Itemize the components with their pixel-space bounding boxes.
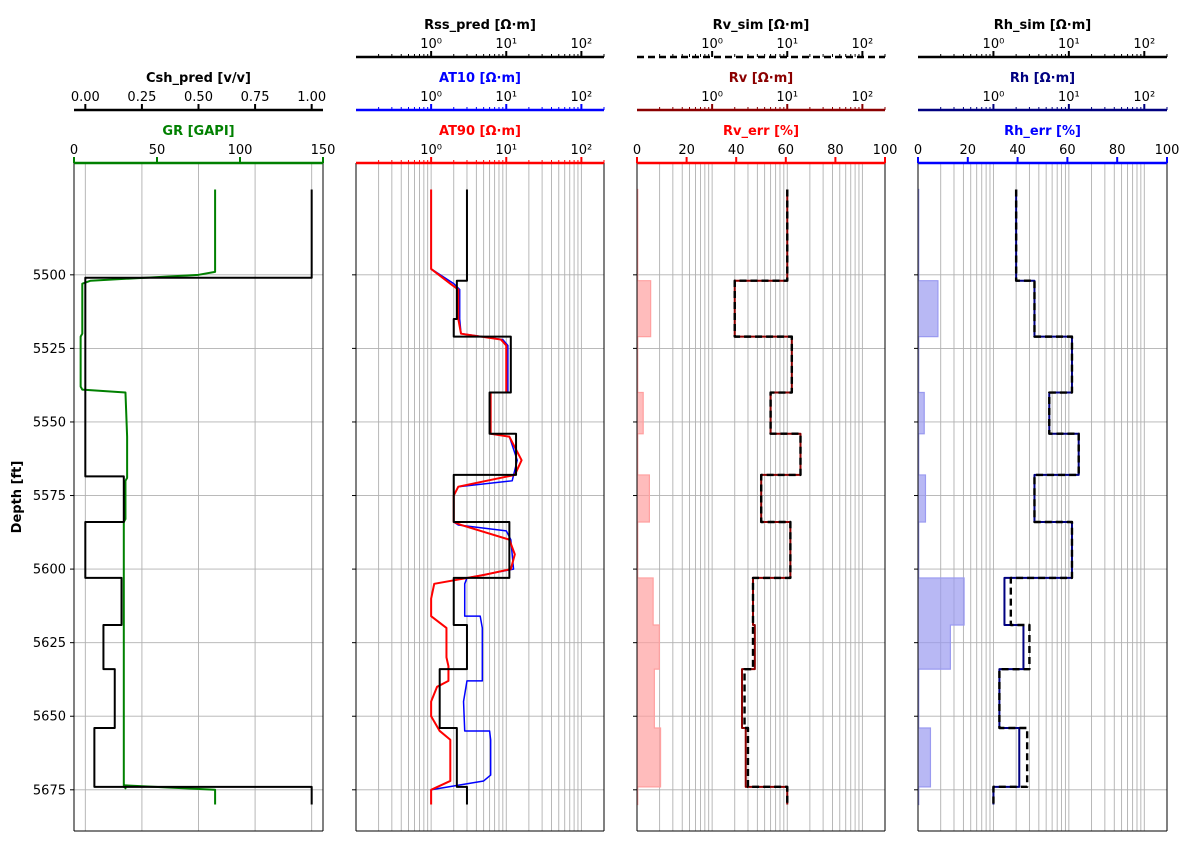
- tick-label: 0: [70, 143, 78, 158]
- scale-rv-err: 0 20 40 60 80 100 Rv_err [%]: [633, 124, 898, 165]
- scale-csh-pred: 0.00 0.25 0.50 0.75 1.00 Csh_pred [v/v]: [71, 71, 326, 112]
- axis-label: AT90 [Ω·m]: [439, 124, 521, 139]
- tick-label: 10²: [852, 90, 874, 105]
- vertical-grid: [84, 163, 313, 831]
- tick-label: 10²: [571, 90, 593, 105]
- tick-label: 100: [228, 143, 253, 158]
- depth-tick-label: 5500: [33, 268, 66, 283]
- tick-label: 10⁰: [983, 90, 1005, 105]
- depth-tick-label: 5575: [33, 489, 66, 504]
- tick-label: 100: [873, 143, 898, 158]
- horizontal-grid: [356, 274, 604, 791]
- tick-label: 150: [311, 143, 336, 158]
- horizontal-grid: [637, 274, 885, 791]
- tick-label: 10¹: [495, 37, 517, 52]
- tick-label: 0.75: [241, 90, 270, 105]
- tick-label: 10⁰: [701, 90, 723, 105]
- tick-label: 10⁰: [701, 37, 723, 52]
- tick-label: 0.00: [71, 90, 100, 105]
- axis-label: AT10 [Ω·m]: [439, 71, 521, 86]
- tick-label: 100: [1155, 143, 1180, 158]
- axis-label: Rh_sim [Ω·m]: [994, 18, 1091, 33]
- tick-label: 10¹: [776, 90, 798, 105]
- tick-label: 20: [960, 143, 977, 158]
- tick-label: 80: [1109, 143, 1126, 158]
- tick-label: 50: [149, 143, 166, 158]
- track-data: [918, 188, 1080, 806]
- depth-tick-label: 5550: [33, 415, 66, 430]
- series-gr: [79, 189, 217, 805]
- tick-label: 20: [678, 143, 695, 158]
- vertical-grid: [378, 163, 582, 831]
- axis-label: GR [GAPI]: [162, 124, 234, 139]
- horizontal-grid: [918, 274, 1167, 791]
- tick-label: 10¹: [495, 143, 517, 158]
- vertical-grid: [659, 163, 863, 831]
- tick-label: 0: [633, 143, 641, 158]
- tick-label: 10²: [1133, 37, 1155, 52]
- tick-label: 0.50: [184, 90, 213, 105]
- axis-label: Rv_sim [Ω·m]: [713, 18, 810, 33]
- tick-label: 10²: [1133, 90, 1155, 105]
- tick-label: 10²: [571, 37, 593, 52]
- track-data: [79, 189, 313, 805]
- tick-label: 10⁰: [420, 37, 442, 52]
- scale-rss-pred: 10⁰ 10¹ 10² Rss_pred [Ω·m]: [356, 18, 605, 59]
- vertical-grid: [940, 163, 1145, 831]
- series-rv-sim: [733, 189, 802, 805]
- tick-label: 80: [827, 143, 844, 158]
- series-rss-pred: [438, 189, 518, 805]
- scale-rh-sim: 10⁰ 10¹ 10² Rh_sim [Ω·m]: [918, 18, 1168, 59]
- tick-label: 60: [1059, 143, 1076, 158]
- tick-label: 10²: [852, 37, 874, 52]
- scale-gr: 0 50 100 150 GR [GAPI]: [70, 124, 336, 165]
- axis-label: Rv_err [%]: [723, 124, 799, 139]
- tick-label: 0.25: [127, 90, 156, 105]
- series-rh: [992, 189, 1080, 805]
- series-at10: [430, 189, 518, 805]
- tick-label: 10²: [571, 143, 593, 158]
- tick-label: 10¹: [495, 90, 517, 105]
- series-csh-pred: [84, 189, 313, 805]
- scale-rv-sim: 10⁰ 10¹ 10² Rv_sim [Ω·m]: [637, 18, 886, 59]
- axis-label: Rss_pred [Ω·m]: [424, 18, 536, 33]
- fill-rh-err: [918, 188, 965, 806]
- scale-rv: 10⁰ 10¹ 10² Rv [Ω·m]: [637, 71, 886, 112]
- tick-label: 10⁰: [420, 143, 442, 158]
- tick-label: 60: [778, 143, 795, 158]
- track-data: [637, 188, 802, 806]
- axis-label: Rh_err [%]: [1004, 124, 1081, 139]
- depth-tick-label: 5600: [33, 563, 66, 578]
- depth-tick-label: 5675: [33, 783, 66, 798]
- axis-label: Rh [Ω·m]: [1010, 71, 1075, 86]
- scale-rh-err: 0 20 40 60 80 100 Rh_err [%]: [914, 124, 1180, 165]
- track-1: 5500 5525 5550 5575 5600 5625 5650 5675 0 50 100 15…: [33, 71, 336, 832]
- tick-label: 1.00: [297, 90, 326, 105]
- tick-label: 40: [1009, 143, 1026, 158]
- fill-rv-err: [637, 188, 662, 806]
- depth-tick-label: 5625: [33, 636, 66, 651]
- depth-tick-label: 5650: [33, 710, 66, 725]
- depth-axis-label: Depth [ft]: [10, 461, 25, 534]
- tick-label: 0: [914, 143, 922, 158]
- tick-label: 10⁰: [983, 37, 1005, 52]
- axis-label: Rv [Ω·m]: [729, 71, 793, 86]
- tick-label: 40: [728, 143, 745, 158]
- tick-label: 10⁰: [420, 90, 442, 105]
- tick-label: 10¹: [776, 37, 798, 52]
- track-data: [430, 189, 523, 805]
- scale-at90: 10⁰ 10¹ 10² AT90 [Ω·m]: [356, 124, 605, 165]
- series-rh-sim: [992, 189, 1080, 805]
- axis-label: Csh_pred [v/v]: [146, 71, 251, 86]
- scale-rh: 10⁰ 10¹ 10² Rh [Ω·m]: [918, 71, 1168, 112]
- tick-label: 10¹: [1058, 37, 1080, 52]
- depth-tick-label: 5525: [33, 342, 66, 357]
- scale-at10: 10⁰ 10¹ 10² AT10 [Ω·m]: [356, 71, 605, 112]
- tick-label: 10¹: [1058, 90, 1080, 105]
